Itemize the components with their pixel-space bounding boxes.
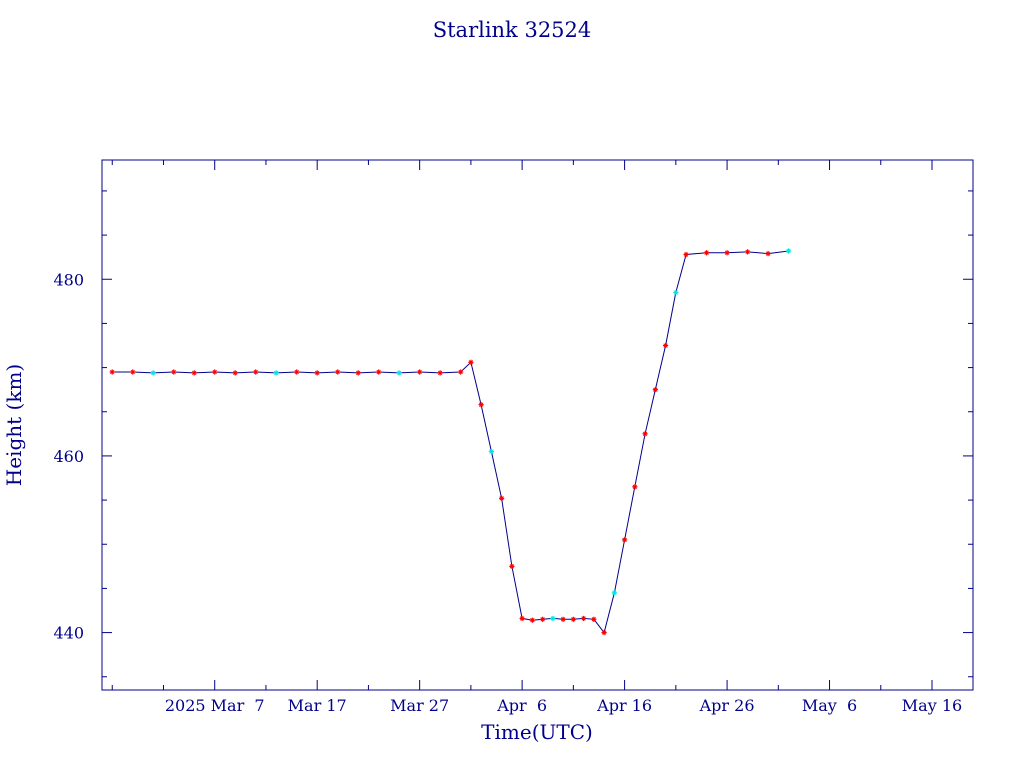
data-point [744, 249, 751, 255]
data-point [683, 251, 689, 258]
data-point [519, 615, 525, 622]
data-point [355, 370, 361, 376]
data-point [540, 616, 546, 622]
data-point [673, 289, 679, 296]
chart-title: Starlink 32524 [433, 18, 592, 42]
data-point [273, 370, 279, 376]
y-tick-label: 440 [53, 624, 84, 643]
data-point [529, 617, 535, 623]
data-point [560, 616, 566, 622]
data-point [314, 370, 320, 376]
data-point [171, 369, 177, 375]
data-markers [109, 248, 792, 636]
data-point [130, 369, 136, 375]
data-point [437, 370, 443, 376]
data-point [396, 370, 402, 376]
x-axis-label: Time(UTC) [481, 720, 593, 744]
data-point [591, 616, 597, 622]
data-point [622, 537, 628, 543]
x-tick-label: Apr 26 [699, 696, 755, 715]
data-point [253, 369, 259, 375]
data-point [376, 369, 382, 375]
data-line [112, 250, 789, 634]
x-tick-label: 2025 Mar 7 [165, 696, 265, 715]
x-tick-label: May 6 [802, 696, 857, 715]
x-tick-label: Mar 17 [288, 696, 347, 715]
y-axis-label: Height (km) [2, 364, 26, 486]
data-point [499, 495, 505, 501]
data-point [581, 615, 587, 622]
data-point [417, 369, 423, 375]
data-point [488, 448, 494, 455]
data-point [642, 431, 648, 437]
x-tick-label: Apr 16 [596, 696, 652, 715]
data-point [509, 563, 515, 569]
data-point [294, 369, 300, 375]
data-point [468, 359, 474, 365]
series-line [112, 250, 789, 634]
data-point [335, 369, 341, 375]
axes: 2025 Mar 7 Mar 17 Mar 27 Apr 6 Apr 16 Apr 26 M… [53, 160, 973, 715]
data-point [232, 370, 238, 376]
data-point [458, 369, 464, 375]
data-point [611, 590, 617, 596]
data-point [662, 342, 669, 349]
data-point [601, 629, 607, 636]
plot-frame [101, 159, 974, 691]
data-point [550, 615, 556, 622]
data-point [212, 369, 218, 375]
data-point [785, 248, 792, 254]
data-point [765, 251, 771, 257]
data-point [632, 484, 638, 490]
y-tick-label: 460 [53, 447, 84, 466]
y-tick-label: 480 [53, 270, 84, 289]
x-tick-label: Apr 6 [496, 696, 547, 715]
data-point [150, 370, 156, 376]
data-point [191, 370, 197, 376]
data-point [478, 402, 484, 408]
data-point [724, 250, 730, 256]
data-point [570, 616, 576, 622]
data-point [703, 250, 710, 256]
x-tick-label: May 16 [902, 696, 962, 715]
x-tick-label: Mar 27 [390, 696, 449, 715]
data-point [109, 369, 115, 375]
data-point [652, 387, 658, 393]
